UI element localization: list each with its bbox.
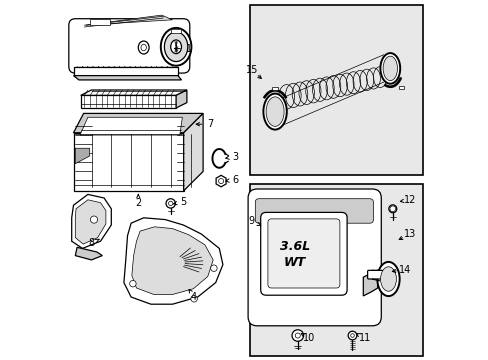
Polygon shape: [75, 148, 89, 164]
Circle shape: [168, 201, 172, 206]
Circle shape: [350, 334, 354, 337]
Polygon shape: [73, 113, 203, 133]
Text: 1: 1: [185, 44, 191, 54]
Polygon shape: [73, 133, 183, 191]
Polygon shape: [216, 175, 225, 187]
Bar: [249, 184, 422, 356]
Ellipse shape: [164, 32, 187, 62]
Text: 3: 3: [232, 152, 238, 162]
Ellipse shape: [265, 97, 284, 126]
FancyBboxPatch shape: [247, 189, 381, 326]
Text: 6: 6: [232, 175, 238, 185]
FancyBboxPatch shape: [260, 212, 346, 295]
Polygon shape: [81, 90, 186, 95]
FancyBboxPatch shape: [69, 19, 189, 73]
Ellipse shape: [380, 267, 396, 291]
Text: 2: 2: [135, 198, 141, 208]
Ellipse shape: [141, 44, 146, 51]
FancyBboxPatch shape: [267, 219, 339, 288]
Text: 9: 9: [248, 216, 254, 226]
Circle shape: [190, 296, 197, 302]
Text: 13: 13: [403, 229, 415, 239]
Text: 14: 14: [398, 265, 410, 275]
Ellipse shape: [161, 28, 191, 66]
Ellipse shape: [380, 53, 399, 84]
Bar: [89, 19, 109, 25]
Text: 11: 11: [358, 333, 370, 343]
Bar: [170, 29, 181, 33]
Ellipse shape: [170, 40, 181, 54]
Circle shape: [166, 199, 175, 208]
Polygon shape: [75, 20, 179, 38]
Polygon shape: [123, 218, 223, 304]
Text: 5: 5: [180, 197, 186, 207]
Polygon shape: [84, 15, 172, 25]
Polygon shape: [72, 194, 111, 248]
Bar: [272, 87, 277, 90]
Polygon shape: [132, 227, 213, 294]
Polygon shape: [363, 270, 377, 296]
Circle shape: [218, 179, 223, 184]
Polygon shape: [73, 67, 178, 76]
Circle shape: [291, 330, 303, 341]
Polygon shape: [80, 117, 182, 135]
Ellipse shape: [138, 41, 149, 54]
Ellipse shape: [388, 205, 396, 213]
Bar: [399, 86, 404, 89]
FancyBboxPatch shape: [255, 199, 373, 223]
Polygon shape: [75, 247, 102, 260]
Ellipse shape: [377, 262, 399, 296]
Circle shape: [347, 331, 356, 340]
Ellipse shape: [263, 94, 286, 130]
Text: 15: 15: [245, 65, 257, 75]
FancyBboxPatch shape: [367, 270, 383, 279]
Polygon shape: [81, 95, 176, 108]
Polygon shape: [176, 90, 186, 108]
Text: 8: 8: [88, 238, 94, 248]
Polygon shape: [73, 76, 181, 80]
Circle shape: [129, 280, 136, 287]
Text: 4: 4: [191, 292, 197, 302]
Polygon shape: [75, 200, 106, 244]
Text: WT: WT: [283, 256, 305, 269]
Text: 3.6L: 3.6L: [279, 240, 309, 253]
Text: 10: 10: [303, 333, 315, 343]
Text: 12: 12: [403, 195, 415, 205]
Circle shape: [295, 333, 300, 338]
Ellipse shape: [382, 56, 397, 81]
Bar: [249, 5, 422, 175]
Circle shape: [90, 216, 98, 223]
Circle shape: [210, 265, 217, 271]
Polygon shape: [183, 113, 203, 191]
Circle shape: [389, 206, 395, 212]
Text: 7: 7: [207, 119, 213, 129]
